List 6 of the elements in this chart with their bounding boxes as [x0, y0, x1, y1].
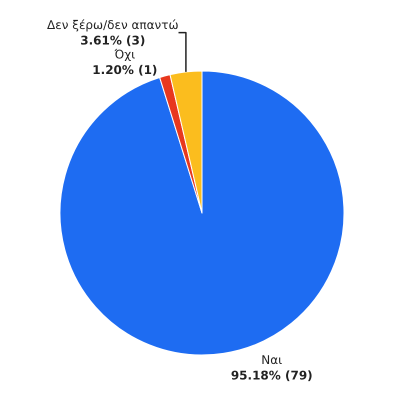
slice-label: Όχι [113, 47, 136, 62]
data-label: 3.61% (3) [80, 33, 146, 48]
data-label: 95.18% (79) [230, 368, 313, 383]
slice-label: Ναι [261, 353, 282, 368]
slice-label: Δεν ξέρω/δεν απαντώ [47, 18, 179, 32]
data-label: 1.20% (1) [92, 62, 158, 77]
